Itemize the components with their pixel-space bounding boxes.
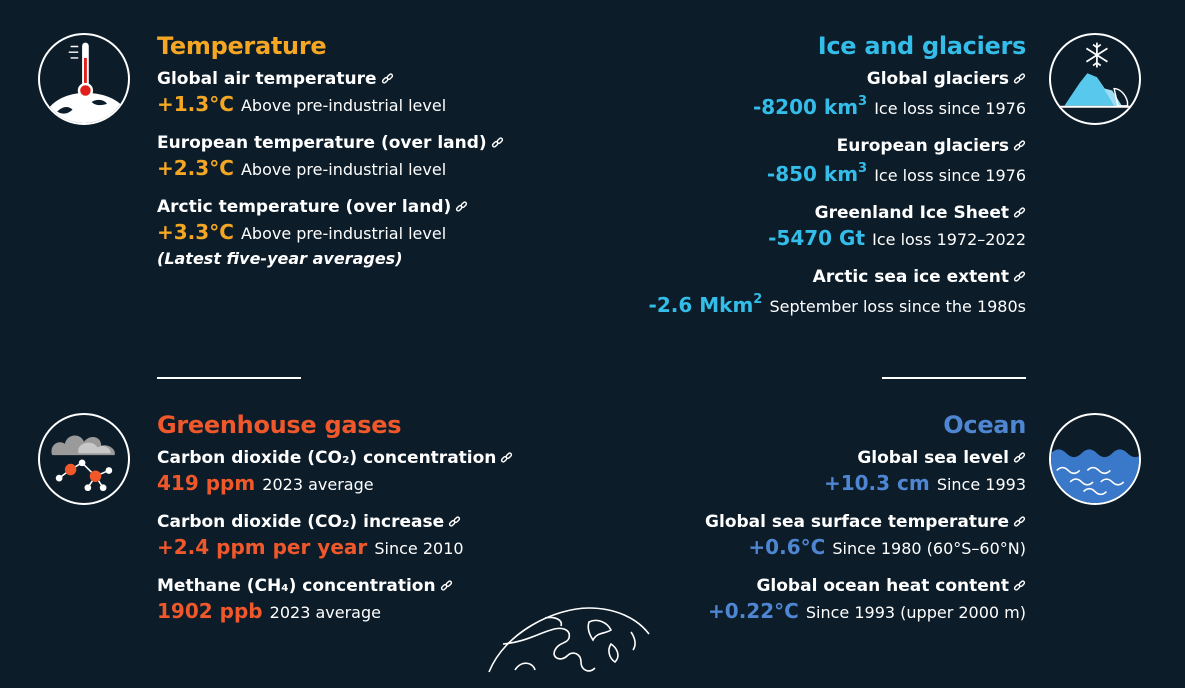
link-icon[interactable] <box>500 451 513 464</box>
globe-icon <box>485 604 655 684</box>
link-icon[interactable] <box>491 136 504 149</box>
item-description: Since 1993 (upper 2000 m) <box>805 603 1026 622</box>
item-title: Global glaciers <box>866 69 1009 89</box>
item-description: 2023 average <box>269 603 381 622</box>
european-temperature-link[interactable]: European temperature (over land) <box>157 131 504 155</box>
item-value: +2.3°C <box>157 156 234 180</box>
co2-increase-link[interactable]: Carbon dioxide (CO₂) increase <box>157 510 513 534</box>
item-description: Above pre-industrial level <box>240 224 447 243</box>
list-item: European temperature (over land) +2.3°C … <box>157 131 504 183</box>
item-title: European temperature (over land) <box>157 133 487 153</box>
global-air-temperature-link[interactable]: Global air temperature <box>157 67 504 91</box>
iceberg-snowflake-icon <box>1049 33 1141 125</box>
list-item: European glaciers -850 km3 Ice loss sinc… <box>649 134 1026 189</box>
averages-note: (Latest five-year averages) <box>157 249 403 268</box>
list-item: Carbon dioxide (CO₂) increase +2.4 ppm p… <box>157 510 513 562</box>
item-value: -8200 km3 <box>752 94 868 119</box>
item-value: -850 km3 <box>766 161 868 186</box>
waves-icon <box>1049 413 1141 505</box>
list-item: Global glaciers -8200 km3 Ice loss since… <box>649 67 1026 122</box>
greenland-ice-sheet-link[interactable]: Greenland Ice Sheet <box>649 201 1026 225</box>
temperature-section: Temperature Global air temperature +1.3°… <box>157 31 504 271</box>
item-value: +1.3°C <box>157 92 234 116</box>
arctic-sea-ice-extent-link[interactable]: Arctic sea ice extent <box>649 265 1026 289</box>
item-description: Ice loss since 1976 <box>874 166 1026 185</box>
item-value: -5470 Gt <box>768 226 866 250</box>
sea-surface-temperature-link[interactable]: Global sea surface temperature <box>705 510 1026 534</box>
list-item: Greenland Ice Sheet -5470 Gt Ice loss 19… <box>649 201 1026 253</box>
item-value: 419 ppm <box>157 471 256 495</box>
item-title: Carbon dioxide (CO₂) concentration <box>157 448 497 468</box>
link-icon[interactable] <box>1013 72 1026 85</box>
item-title: Carbon dioxide (CO₂) increase <box>157 512 445 532</box>
item-value: 1902 ppb <box>157 599 263 623</box>
link-icon[interactable] <box>1013 206 1026 219</box>
link-icon[interactable] <box>1013 515 1026 528</box>
item-value: +3.3°C <box>157 220 234 244</box>
list-item: Carbon dioxide (CO₂) concentration 419 p… <box>157 446 513 498</box>
item-title: Arctic sea ice extent <box>812 267 1009 287</box>
list-item: Global sea level +10.3 cm Since 1993 <box>705 446 1026 498</box>
link-icon[interactable] <box>455 200 468 213</box>
european-glaciers-link[interactable]: European glaciers <box>649 134 1026 158</box>
thermometer-globe-icon <box>38 33 130 125</box>
link-icon[interactable] <box>1013 451 1026 464</box>
item-description: Above pre-industrial level <box>240 160 447 179</box>
link-icon[interactable] <box>1013 270 1026 283</box>
left-divider <box>157 377 301 379</box>
item-title: European glaciers <box>836 136 1009 156</box>
co2-concentration-link[interactable]: Carbon dioxide (CO₂) concentration <box>157 446 513 470</box>
item-value: +0.6°C <box>748 535 826 559</box>
ice-title: Ice and glaciers <box>817 32 1027 60</box>
arctic-temperature-link[interactable]: Arctic temperature (over land) <box>157 195 504 219</box>
item-value: +10.3 cm <box>823 471 930 495</box>
item-description: Since 2010 <box>374 539 464 558</box>
ocean-title: Ocean <box>943 411 1026 439</box>
global-glaciers-link[interactable]: Global glaciers <box>649 67 1026 91</box>
item-value: -2.6 Mkm2 <box>648 292 763 317</box>
link-icon[interactable] <box>440 579 453 592</box>
list-item: Arctic sea ice extent -2.6 Mkm2 Septembe… <box>649 265 1026 320</box>
ghg-title: Greenhouse gases <box>157 411 402 439</box>
ocean-section: Ocean Global sea level +10.3 cm Since 19… <box>705 410 1026 626</box>
item-description: Ice loss 1972–2022 <box>872 230 1026 249</box>
item-value: +2.4 ppm per year <box>157 535 368 559</box>
link-icon[interactable] <box>1013 579 1026 592</box>
methane-concentration-link[interactable]: Methane (CH₄) concentration <box>157 574 513 598</box>
list-item: Global ocean heat content +0.22°C Since … <box>705 574 1026 626</box>
item-description: September loss since the 1980s <box>769 297 1026 316</box>
item-title: Global ocean heat content <box>756 576 1009 596</box>
item-description: Ice loss since 1976 <box>874 99 1026 118</box>
global-sea-level-link[interactable]: Global sea level <box>705 446 1026 470</box>
item-value: +0.22°C <box>708 599 799 623</box>
temperature-title: Temperature <box>157 32 327 60</box>
greenhouse-gases-section: Greenhouse gases Carbon dioxide (CO₂) co… <box>157 410 513 626</box>
item-title: Arctic temperature (over land) <box>157 197 452 217</box>
item-description: Since 1980 (60°S–60°N) <box>832 539 1026 558</box>
item-title: Methane (CH₄) concentration <box>157 576 436 596</box>
list-item: Global air temperature +1.3°C Above pre-… <box>157 67 504 119</box>
item-title: Global sea level <box>857 448 1009 468</box>
list-item: Arctic temperature (over land) +3.3°C Ab… <box>157 195 504 271</box>
link-icon[interactable] <box>1013 139 1026 152</box>
item-description: Above pre-industrial level <box>240 96 447 115</box>
link-icon[interactable] <box>381 72 394 85</box>
list-item: Global sea surface temperature +0.6°C Si… <box>705 510 1026 562</box>
list-item: Methane (CH₄) concentration 1902 ppb 202… <box>157 574 513 626</box>
item-title: Greenland Ice Sheet <box>814 203 1009 223</box>
item-title: Global air temperature <box>157 69 377 89</box>
item-description: 2023 average <box>262 475 374 494</box>
cloud-molecule-icon <box>38 413 130 505</box>
ocean-heat-content-link[interactable]: Global ocean heat content <box>705 574 1026 598</box>
right-divider <box>882 377 1026 379</box>
item-title: Global sea surface temperature <box>705 512 1009 532</box>
item-description: Since 1993 <box>936 475 1026 494</box>
link-icon[interactable] <box>448 515 461 528</box>
ice-section: Ice and glaciers Global glaciers -8200 k… <box>649 31 1027 320</box>
